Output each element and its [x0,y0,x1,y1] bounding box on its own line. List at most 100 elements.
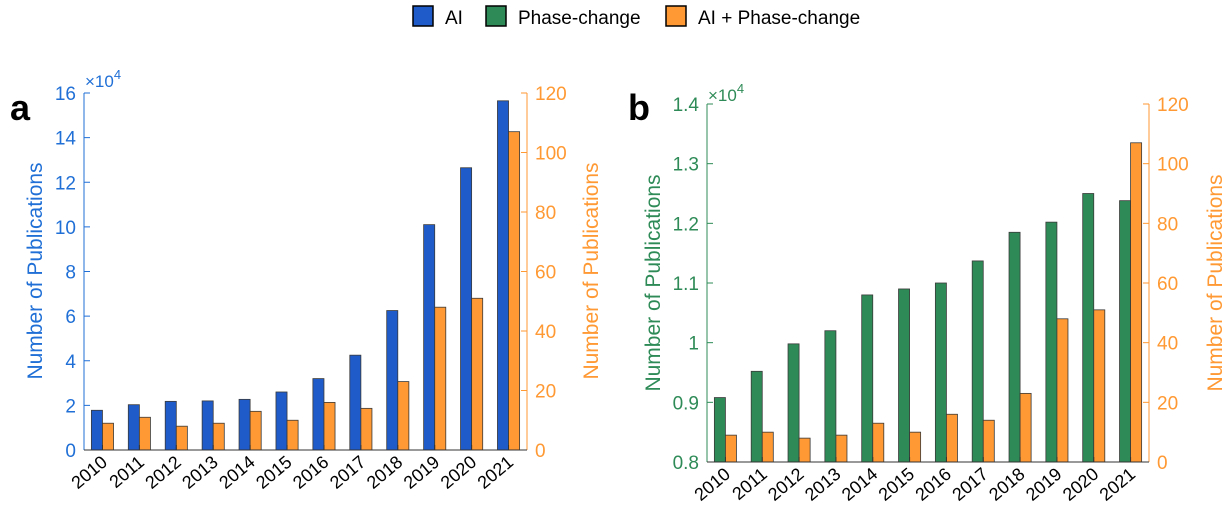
panel-label-a: a [10,87,31,128]
panel-a-bar-ai-phase-change-2011 [138,416,151,451]
panel-b-x-tick-label-2018: 2018 [985,464,1029,505]
legend-swatch-ai-phase-change [665,5,687,27]
panel-b-bar-phase-change-2021 [1119,200,1131,463]
panel-a-bar-ai-2014 [238,398,251,451]
panel-b-x-tick-label-2011: 2011 [728,464,771,504]
panel-a-right-tick-label: 80 [535,203,556,224]
panel-a-bar-ai-2019 [423,224,436,451]
panel-b-multiplier-base: ×10 [708,86,737,105]
panel-a-right-tick-label: 60 [535,263,556,284]
panel-b-bar-phase-change-2011 [750,370,763,463]
panel-b-left-tick-label: 1.1 [673,274,699,295]
panel-b-left-tick-label: 1.3 [673,155,699,176]
panel-b-x-tick-label-2013: 2013 [801,464,845,505]
panel-a-x-tick-label-2012: 2012 [141,452,185,493]
panel-a-x-tick-label-2021: 2021 [474,452,518,493]
panel-a-bar-ai-phase-change-2015 [286,419,299,451]
panel-b-left-tick-label: 0.8 [673,453,699,474]
panel-a-left-tick-label: 10 [55,218,76,239]
panel-a-bar-ai-phase-change-2021 [508,131,521,451]
panel-a-x-tick-label-2014: 2014 [215,452,259,493]
panel-a-bar-ai-2021 [497,100,509,451]
panel-a-bar-ai-phase-change-2017 [360,407,373,451]
panel-b-x-tick-label-2017: 2017 [948,464,992,505]
panel-a-left-tick-label: 2 [65,396,76,417]
panel-b-bar-ai-phase-change-2018 [1019,392,1032,463]
panel-a-multiplier-base: ×10 [85,72,114,91]
panel-a-right-tick-label: 100 [535,144,567,165]
legend-swatch-phase-change [485,5,507,27]
panel-a: a ×104 Number of Publications Number of … [10,67,603,493]
panel-a-bar-ai-2017 [349,354,362,451]
panel-b-bar-phase-change-2012 [787,343,800,463]
panel-a-bar-ai-2012 [164,400,177,451]
panel-b-x-tick-label-2014: 2014 [838,464,882,505]
panel-a-left-tick-label: 0 [65,441,76,462]
panel-b-x-tick-label-2015: 2015 [875,464,919,505]
panel-a-right-tick-label: 20 [535,382,556,403]
panel-a-bar-ai-2011 [127,404,140,451]
panel-a-left-tick-label: 6 [65,307,76,328]
panel-a-right-tick-label: 0 [535,441,546,462]
panel-b-bar-phase-change-2019 [1045,221,1058,463]
panel-b-bar-phase-change-2010 [713,397,726,463]
panel-b-left-tick-label: 1.2 [673,214,699,235]
panel-b: b ×104 Number of Publications Number of … [628,81,1227,505]
panel-b-left-tick-label: 0.9 [673,393,699,414]
panel-a-x-tick-label-2016: 2016 [289,452,333,493]
panel-a-left-tick-label: 16 [55,84,76,105]
panel-b-right-tick-label: 0 [1157,453,1168,474]
panel-b-x-tick-label-2012: 2012 [764,464,808,505]
panel-a-left-tick-label: 12 [55,173,76,194]
panel-b-right-tick-label: 20 [1157,393,1178,414]
panel-b-bar-ai-phase-change-2017 [982,419,995,463]
panel-b-bar-phase-change-2018 [1008,231,1021,463]
panel-a-x-tick-label-2020: 2020 [437,452,481,493]
panel-b-bar-ai-phase-change-2015 [909,431,922,463]
panel-a-x-tick-label-2017: 2017 [326,452,370,493]
panel-a-x-tick-label-2018: 2018 [363,452,407,493]
panel-b-bar-phase-change-2016 [934,282,947,463]
panel-b-x-tick-label-2016: 2016 [911,464,955,505]
legend-label-ai: AI [445,8,463,29]
legend: AI Phase-change AI + Phase-change [412,5,860,29]
panel-a-right-axis-label: Number of Publications [580,162,603,379]
panel-a-right-tick-label: 40 [535,322,556,343]
panel-b-multiplier-exponent: 4 [737,81,744,96]
panel-b-bar-ai-phase-change-2020 [1093,309,1106,463]
panel-a-bar-ai-phase-change-2019 [434,306,447,451]
panel-b-right-tick-label: 80 [1157,214,1178,235]
panel-a-right-tick-label: 120 [535,84,567,105]
panel-b-x-tick-label-2021: 2021 [1096,464,1140,505]
panel-a-bar-ai-phase-change-2013 [212,422,225,451]
panel-b-bar-ai-phase-change-2016 [946,413,958,463]
panel-b-left-tick-label: 1 [688,334,699,355]
panel-b-bar-phase-change-2015 [898,288,910,463]
panel-b-bar-ai-phase-change-2019 [1056,318,1069,463]
panel-a-bar-ai-2018 [386,310,399,451]
panel-a-multiplier: ×104 [85,67,121,91]
panel-a-x-tick-label-2011: 2011 [105,452,148,492]
panel-a-left-tick-label: 8 [65,263,76,284]
panel-b-bar-phase-change-2013 [824,330,837,463]
panel-b-left-axis-label: Number of Publications [642,174,665,391]
panel-b-bar-phase-change-2017 [971,260,984,463]
legend-label-ai-phase-change: AI + Phase-change [698,8,860,29]
panel-a-bar-ai-phase-change-2016 [323,401,336,451]
panel-b-bar-ai-phase-change-2021 [1130,142,1143,463]
legend-swatch-ai [412,5,434,27]
panel-b-multiplier: ×104 [708,81,744,105]
panel-b-x-tick-label-2020: 2020 [1059,464,1103,505]
panel-b-right-tick-label: 60 [1157,274,1178,295]
panel-a-bar-ai-2020 [460,167,473,451]
panel-a-bar-ai-phase-change-2020 [471,297,484,451]
panel-b-bar-phase-change-2014 [861,294,874,463]
panel-a-bar-ai-phase-change-2012 [175,425,188,451]
panel-b-right-tick-label: 40 [1157,334,1178,355]
panel-a-bar-ai-phase-change-2014 [249,410,262,451]
panel-a-bar-ai-2016 [312,378,325,451]
legend-label-phase-change: Phase-change [518,8,641,29]
panel-a-x-tick-label-2019: 2019 [400,452,444,493]
panel-b-bar-ai-phase-change-2012 [798,437,811,463]
